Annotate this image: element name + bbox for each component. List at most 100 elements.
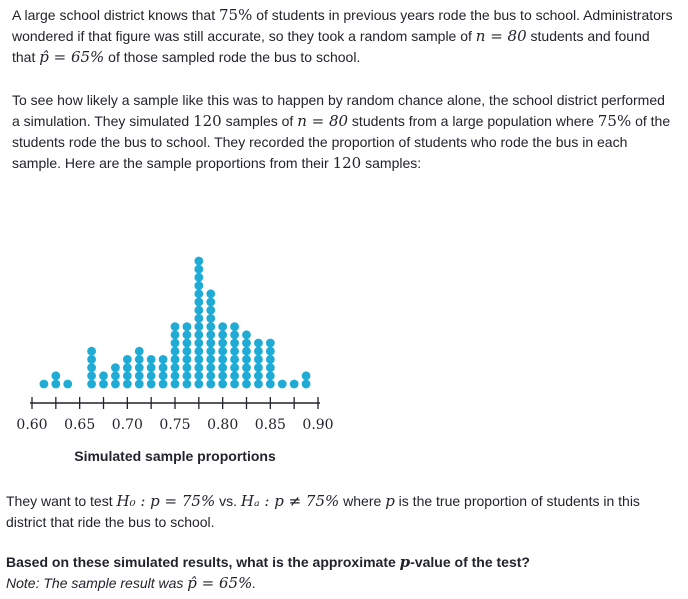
data-dot	[158, 363, 168, 372]
data-dot	[230, 338, 239, 348]
data-dot	[194, 289, 204, 299]
math-75-percent: 75%	[597, 112, 632, 130]
data-dot	[206, 371, 216, 381]
data-dot	[242, 330, 251, 340]
data-dot	[134, 346, 144, 356]
data-dot	[218, 355, 228, 364]
data-dot	[254, 338, 263, 348]
data-dot	[194, 305, 204, 315]
data-dot	[254, 355, 263, 364]
data-dot	[39, 379, 49, 389]
data-dot	[194, 297, 204, 307]
data-dot	[87, 355, 96, 364]
data-dot	[146, 363, 156, 372]
data-dot	[182, 338, 192, 348]
data-dot	[265, 379, 275, 389]
data-dot	[265, 338, 275, 348]
data-dot	[254, 346, 263, 356]
data-dot	[111, 379, 120, 389]
x-axis-label: Simulated sample proportions	[74, 448, 276, 464]
data-dot	[265, 371, 275, 381]
dot-plot: 0.60 0.65 0.70 0.75 0.80 0.85 0.90	[16, 256, 334, 433]
data-dot	[218, 330, 228, 340]
data-dot	[242, 363, 251, 372]
data-dot	[87, 363, 96, 372]
data-dot	[87, 346, 96, 356]
data-dot	[158, 371, 168, 381]
data-dot	[265, 355, 275, 364]
data-dot	[218, 371, 228, 381]
data-dot	[289, 379, 299, 389]
x-tick-label: 0.60	[16, 417, 47, 433]
data-dot	[230, 371, 239, 381]
data-dot	[146, 379, 156, 389]
math-n-80: n = 80	[297, 112, 349, 130]
data-dot	[170, 355, 180, 364]
math-120: 120	[332, 154, 362, 172]
math-120: 120	[193, 112, 222, 130]
data-dot	[182, 330, 192, 340]
data-dot	[194, 371, 204, 381]
data-dot	[170, 322, 180, 331]
data-dot	[194, 330, 204, 340]
data-dot	[170, 338, 180, 348]
x-tick-label: 0.90	[302, 417, 333, 433]
data-dot	[99, 379, 108, 389]
data-dot	[277, 379, 287, 389]
data-dot	[230, 346, 239, 356]
data-dot	[134, 379, 144, 389]
math-p: p	[399, 553, 411, 571]
data-dot	[170, 363, 180, 372]
math-75-percent: 75%	[219, 6, 253, 24]
hypothesis-paragraph: They want to test H₀ : p = 75% vs. Hₐ : …	[6, 492, 640, 530]
math-p: p	[385, 492, 395, 510]
data-dot	[182, 346, 192, 356]
data-dot	[134, 363, 144, 372]
math-null-hypothesis: H₀ : p = 75%	[116, 492, 216, 510]
data-dot	[63, 379, 73, 389]
data-dot	[182, 379, 192, 389]
data-dot	[134, 355, 144, 364]
data-dot	[122, 379, 132, 389]
data-dot	[206, 289, 216, 299]
data-dot	[206, 346, 216, 356]
data-dot	[194, 273, 204, 282]
data-dot	[242, 338, 251, 348]
data-dot	[51, 379, 61, 389]
data-dot	[194, 314, 204, 323]
x-tick-label: 0.85	[255, 417, 286, 433]
data-dot	[254, 379, 263, 389]
math-alt-hypothesis: Hₐ : p ≠ 75%	[240, 492, 340, 510]
data-dot	[206, 363, 216, 372]
data-dot	[206, 322, 216, 331]
data-dot	[170, 371, 180, 381]
data-dot	[206, 355, 216, 364]
data-dot	[301, 371, 311, 381]
data-dot	[242, 346, 251, 356]
data-dot	[146, 371, 156, 381]
data-dot	[170, 330, 180, 340]
data-dot	[122, 355, 132, 364]
data-dot	[218, 379, 228, 389]
intro-paragraph: A large school district knows that 75% o…	[12, 6, 673, 66]
data-dot	[206, 305, 216, 315]
data-dot	[51, 371, 61, 381]
data-dot	[206, 297, 216, 307]
data-dot	[194, 264, 204, 274]
data-dot	[242, 355, 251, 364]
data-dot	[87, 379, 96, 389]
simulation-paragraph: To see how likely a sample like this was…	[12, 92, 671, 172]
x-tick-label: 0.65	[64, 417, 95, 433]
data-dot	[182, 322, 192, 331]
data-dot	[87, 371, 96, 381]
note-text: Note: The sample result was p̂ = 65%.	[6, 574, 257, 592]
data-dot	[254, 371, 263, 381]
data-dot	[218, 338, 228, 348]
data-dot	[170, 379, 180, 389]
data-dot	[194, 256, 204, 266]
data-dot	[218, 322, 228, 331]
data-dot	[158, 379, 168, 389]
data-dot	[242, 371, 251, 381]
data-dot	[158, 355, 168, 364]
data-dot	[99, 371, 108, 381]
